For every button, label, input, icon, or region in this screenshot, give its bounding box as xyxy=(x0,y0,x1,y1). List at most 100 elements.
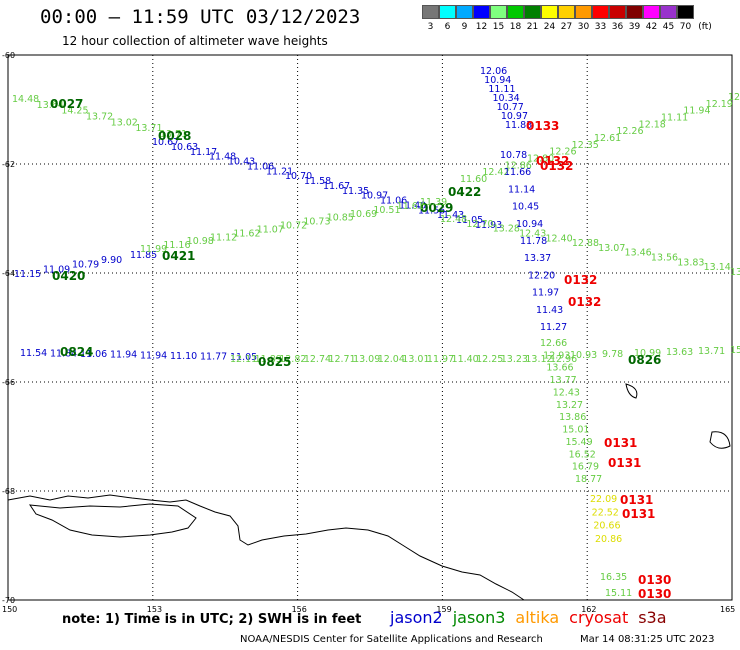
legend-label: 27 xyxy=(560,22,573,32)
wave-height-value: 11.84 xyxy=(50,349,77,360)
wave-height-value: 22.52 xyxy=(592,507,619,518)
legend-swatch xyxy=(456,5,473,19)
wave-height-value: 12.04 xyxy=(378,354,405,365)
legend-swatch xyxy=(422,5,439,19)
satellite-name: altika xyxy=(515,608,560,627)
wave-height-value: 10.98 xyxy=(187,236,214,247)
legend-swatch xyxy=(660,5,677,19)
legend-swatch xyxy=(541,5,558,19)
legend-label: 45 xyxy=(662,22,675,32)
wave-height-value: 13.86 xyxy=(559,412,586,423)
wave-height-value: 10.78 xyxy=(500,150,527,161)
lat-label: -60 xyxy=(2,51,15,60)
wave-height-value: 13.71 xyxy=(135,123,162,134)
lat-label: -70 xyxy=(2,596,15,605)
pass-number-label: 0131 xyxy=(608,456,641,470)
wave-height-value: 11.06 xyxy=(247,161,274,172)
wave-height-value: 13.83 xyxy=(677,257,704,268)
wave-height-value: 13.77 xyxy=(550,375,577,386)
wave-height-value: 20.66 xyxy=(593,521,620,532)
pass-number-label: 0028 xyxy=(158,129,191,143)
map-note: note: 1) Time is in UTC; 2) SWH is in fe… xyxy=(62,612,362,627)
legend-swatch xyxy=(558,5,575,19)
pass-number-label: 0421 xyxy=(162,249,195,263)
wave-height-value: 12.06 xyxy=(480,66,507,77)
legend-swatch xyxy=(439,5,456,19)
wave-height-value: 10.34 xyxy=(493,93,520,104)
wave-height-value: 12.48 xyxy=(440,214,467,225)
wave-height-value: 13.01 xyxy=(402,354,429,365)
pass-number-label: 0131 xyxy=(620,493,653,507)
wave-height-value: 12.93 xyxy=(543,350,570,361)
coastline-inlet xyxy=(28,503,197,538)
legend-label: 39 xyxy=(628,22,641,32)
legend-label: 70 xyxy=(679,22,692,32)
wave-height-value: 11.94 xyxy=(140,350,167,361)
legend-label: 3 xyxy=(427,22,434,32)
wave-height-value: 11.43 xyxy=(437,210,464,221)
page-subtitle: 12 hour collection of altimeter wave hei… xyxy=(62,34,328,48)
legend-swatch xyxy=(524,5,541,19)
legend-label: 6 xyxy=(444,22,451,32)
wave-height-value: 13.56 xyxy=(651,253,678,264)
wave-height-value: 15.01 xyxy=(562,425,589,436)
wave-height-value: 11.94 xyxy=(110,350,137,361)
wave-height-value: 10.72 xyxy=(280,221,307,232)
island-2 xyxy=(709,431,731,449)
wave-height-value: 12.44 xyxy=(728,92,740,103)
wave-height-value: 10.94 xyxy=(516,219,543,230)
lat-label: -62 xyxy=(2,160,15,169)
legend-swatch xyxy=(643,5,660,19)
wave-height-value: 13.64 xyxy=(37,100,64,111)
pass-number-label: 0130 xyxy=(638,573,671,587)
wave-height-value: 12.18 xyxy=(639,119,666,130)
wave-height-value: 11.40 xyxy=(452,354,479,365)
wave-height-value: 13.07 xyxy=(598,243,625,254)
wave-height-value: 16.35 xyxy=(600,572,627,583)
lon-label: 159 xyxy=(436,605,451,614)
wave-height-value: 11.58 xyxy=(304,176,331,187)
legend-swatch xyxy=(626,5,643,19)
wave-height-value: 12.26 xyxy=(549,147,576,158)
wave-height-value: 12.86 xyxy=(505,160,532,171)
wave-height-value: 9.78 xyxy=(602,349,623,360)
pass-number-label: 0131 xyxy=(604,436,637,450)
island-1 xyxy=(625,383,638,399)
wave-height-value: 11.27 xyxy=(540,322,567,333)
footer-credit: NOAA/NESDIS Center for Satellite Applica… xyxy=(240,634,543,645)
pass-number-label: 0029 xyxy=(420,201,453,215)
legend-swatch xyxy=(490,5,507,19)
wave-height-value: 11.40 xyxy=(399,200,426,211)
wave-height-value: 11.83 xyxy=(505,120,532,131)
wave-height-value: 12.40 xyxy=(545,233,572,244)
wave-height-value: 12.11 xyxy=(230,354,257,365)
wave-height-value: 13.28 xyxy=(493,224,520,235)
legend-label: 18 xyxy=(509,22,522,32)
legend-swatch xyxy=(677,5,694,19)
footer-timestamp: Mar 14 08:31:25 UTC 2023 xyxy=(580,634,715,645)
wave-height-value: 11.97 xyxy=(532,288,559,299)
wave-height-value: 18.77 xyxy=(575,474,602,485)
lon-label: 153 xyxy=(147,605,162,614)
wave-height-value: 12.35 xyxy=(572,140,599,151)
wave-height-value: 10.51 xyxy=(373,205,400,216)
lon-label: 165 xyxy=(720,605,735,614)
wave-height-value: 22.09 xyxy=(590,494,617,505)
legend-label: 15 xyxy=(492,22,505,32)
wave-height-value: 10.79 xyxy=(72,260,99,271)
wave-height-value: 11.89 xyxy=(255,354,282,365)
wave-height-value: 10.45 xyxy=(512,202,539,213)
wave-height-value: 11.48 xyxy=(209,152,236,163)
wave-height-value: 11.12 xyxy=(210,232,237,243)
wave-height-value: 15.11 xyxy=(605,588,632,599)
pass-number-label: 0132 xyxy=(536,154,569,168)
wave-height-value: 10.85 xyxy=(327,213,354,224)
wave-height-value: 10.99 xyxy=(634,348,661,359)
wave-height-value: 11.15 xyxy=(14,269,41,280)
legend-label: 21 xyxy=(526,22,539,32)
wave-height-value: 11.09 xyxy=(43,264,70,275)
wave-height-value: 11.39 xyxy=(420,197,447,208)
wave-height-value: 13.27 xyxy=(730,267,740,278)
coastline xyxy=(7,494,525,601)
